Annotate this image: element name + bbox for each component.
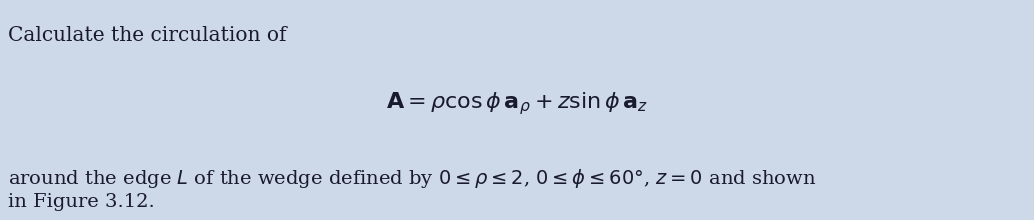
Text: around the edge $L$ of the wedge defined by $0 \leq \rho \leq 2$, $0 \leq \phi \: around the edge $L$ of the wedge defined…: [8, 167, 817, 190]
Text: in Figure 3.12.: in Figure 3.12.: [8, 193, 155, 211]
Text: $\mathbf{A} = \rho \cos \phi \, \mathbf{a}_{\rho} + z \sin \phi \, \mathbf{a}_{z: $\mathbf{A} = \rho \cos \phi \, \mathbf{…: [386, 90, 648, 117]
Text: Calculate the circulation of: Calculate the circulation of: [8, 26, 286, 45]
